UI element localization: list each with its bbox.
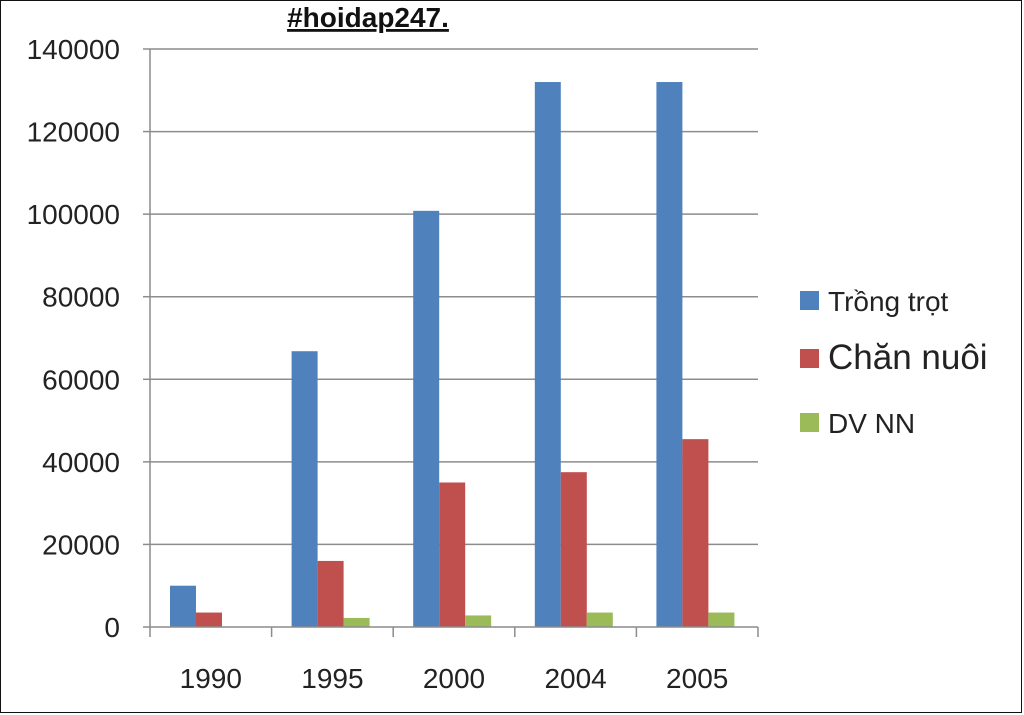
y-tick-label: 120000 (27, 117, 120, 148)
y-tick-label: 40000 (42, 447, 120, 478)
legend-label: Chăn nuôi (828, 338, 988, 377)
y-tick-label: 140000 (27, 34, 120, 65)
legend-swatch (800, 413, 819, 432)
y-tick-label: 80000 (42, 282, 120, 313)
chart-title: #hoidap247. (287, 2, 449, 33)
x-tick-labels: 1990 1995 2000 2004 2005 (180, 663, 729, 694)
bar (534, 82, 561, 628)
x-tick-label: 2004 (544, 663, 606, 694)
bar (196, 612, 222, 627)
y-tick-label: 0 (104, 612, 120, 643)
bar (586, 612, 613, 627)
bar (317, 560, 344, 627)
bar (439, 482, 466, 627)
y-tick-labels: 0 20000 40000 60000 80000 100000 120000 140000 (27, 34, 120, 643)
x-tick-label: 2005 (666, 663, 728, 694)
bar (170, 585, 196, 627)
x-tick-label: 2000 (423, 663, 485, 694)
bar (343, 617, 370, 627)
bar (465, 615, 492, 627)
bar (656, 82, 683, 628)
bars (170, 82, 735, 628)
legend-label: Trồng trọt (828, 286, 949, 317)
bar (708, 612, 735, 627)
x-tick-label: 1995 (301, 663, 363, 694)
bar (413, 210, 440, 627)
bar (682, 439, 709, 627)
legend-label: DV NN (828, 408, 915, 439)
legend-swatch (800, 291, 819, 310)
axes (143, 48, 759, 637)
y-tick-label: 60000 (42, 364, 120, 395)
bar (291, 351, 318, 627)
x-tick-label: 1990 (180, 663, 242, 694)
y-tick-label: 100000 (27, 199, 120, 230)
bar (560, 472, 587, 627)
legend-swatch (800, 349, 819, 368)
legend: Trồng trọt Chăn nuôi DV NN (800, 286, 988, 439)
y-tick-label: 20000 (42, 529, 120, 560)
